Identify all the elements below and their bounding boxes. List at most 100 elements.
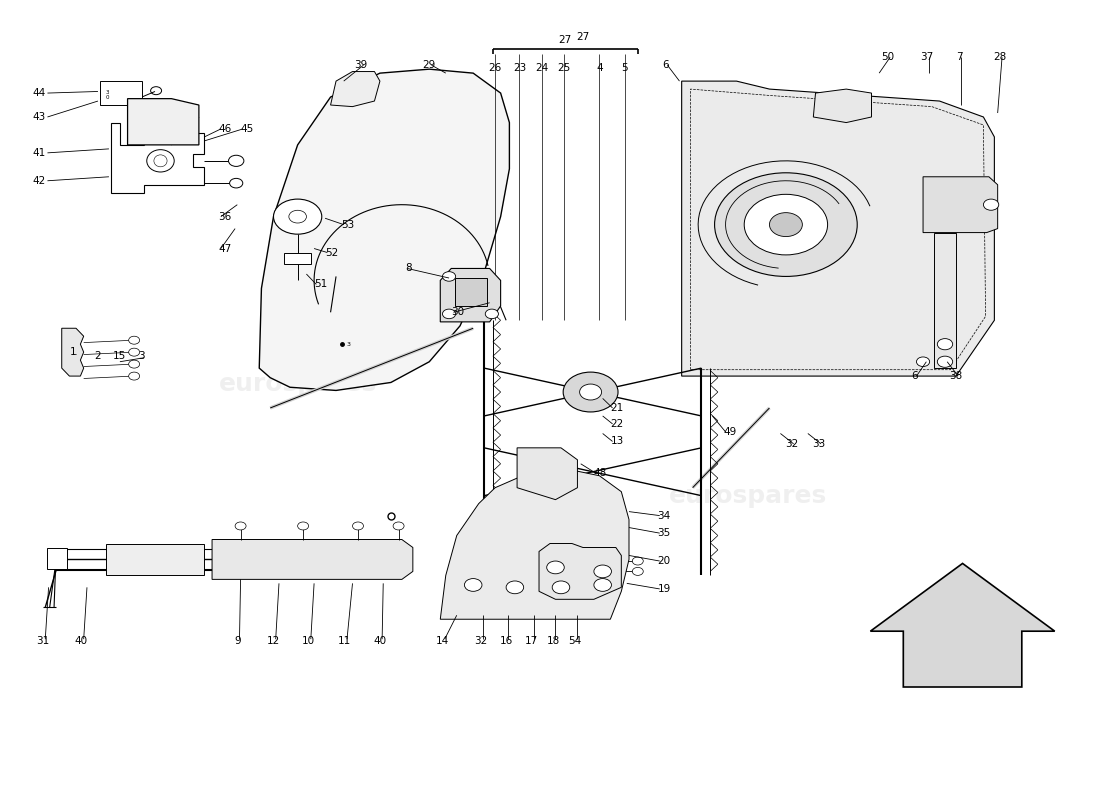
Text: 27: 27 [576, 32, 590, 42]
Text: 34: 34 [658, 510, 671, 521]
Text: 33: 33 [812, 439, 825, 449]
Text: 4: 4 [596, 62, 603, 73]
Circle shape [506, 581, 524, 594]
Polygon shape [260, 69, 509, 390]
Text: 40: 40 [373, 636, 386, 646]
Circle shape [937, 338, 953, 350]
Text: 38: 38 [949, 371, 962, 381]
Text: 49: 49 [724, 427, 737, 437]
Text: 26: 26 [488, 62, 502, 73]
Text: 37: 37 [920, 52, 933, 62]
Polygon shape [440, 269, 500, 322]
Polygon shape [682, 81, 994, 376]
Circle shape [916, 357, 930, 366]
Text: 27: 27 [559, 34, 572, 45]
Text: 39: 39 [354, 60, 367, 70]
Text: 11: 11 [338, 636, 351, 646]
Text: 51: 51 [315, 279, 328, 290]
Circle shape [547, 561, 564, 574]
Circle shape [563, 372, 618, 412]
Circle shape [129, 360, 140, 368]
Bar [47, 548, 67, 569]
Polygon shape [923, 177, 998, 233]
Text: 10: 10 [302, 636, 316, 646]
Ellipse shape [146, 150, 174, 172]
Polygon shape [440, 468, 629, 619]
Circle shape [352, 522, 363, 530]
Text: 17: 17 [525, 636, 538, 646]
Text: 19: 19 [658, 584, 671, 594]
Circle shape [464, 578, 482, 591]
Text: 31: 31 [36, 636, 50, 646]
Text: 43: 43 [32, 112, 45, 122]
Text: eurospares: eurospares [669, 484, 826, 508]
Text: 48: 48 [594, 468, 607, 478]
Polygon shape [111, 122, 205, 193]
Text: 32: 32 [474, 636, 487, 646]
Text: 7: 7 [956, 52, 962, 62]
Text: 21: 21 [610, 403, 624, 413]
Text: 24: 24 [536, 62, 549, 73]
Text: 32: 32 [784, 439, 798, 449]
Text: 53: 53 [341, 220, 355, 230]
Text: 41: 41 [32, 148, 45, 158]
Polygon shape [813, 89, 871, 122]
Text: 3: 3 [346, 342, 351, 346]
Circle shape [632, 567, 644, 575]
Bar [285, 253, 311, 265]
Circle shape [715, 173, 857, 277]
Text: 36: 36 [219, 212, 232, 222]
Text: 2: 2 [95, 351, 101, 361]
Circle shape [274, 199, 322, 234]
Text: 14: 14 [436, 636, 449, 646]
Text: 46: 46 [219, 124, 232, 134]
Circle shape [983, 199, 999, 210]
Circle shape [442, 309, 455, 318]
Circle shape [230, 178, 243, 188]
Text: 6: 6 [911, 371, 917, 381]
Text: 54: 54 [569, 636, 582, 646]
Text: 6: 6 [662, 60, 669, 70]
Text: 12: 12 [267, 636, 280, 646]
Circle shape [485, 309, 498, 318]
Circle shape [442, 272, 455, 282]
Text: 52: 52 [326, 247, 339, 258]
Circle shape [769, 213, 802, 237]
Text: 40: 40 [75, 636, 88, 646]
Circle shape [552, 581, 570, 594]
Circle shape [129, 348, 140, 356]
Text: 44: 44 [32, 88, 45, 98]
Circle shape [129, 336, 140, 344]
Circle shape [594, 565, 612, 578]
Text: 35: 35 [658, 528, 671, 538]
Text: 13: 13 [610, 437, 624, 446]
Polygon shape [870, 563, 1055, 687]
Text: 47: 47 [219, 243, 232, 254]
Text: 16: 16 [499, 636, 513, 646]
Bar [100, 81, 142, 105]
Polygon shape [128, 98, 199, 145]
Text: 28: 28 [993, 52, 1007, 62]
Polygon shape [517, 448, 578, 500]
Polygon shape [106, 543, 205, 575]
Circle shape [129, 372, 140, 380]
Circle shape [298, 522, 309, 530]
Text: 5: 5 [621, 62, 628, 73]
Text: 0: 0 [106, 95, 109, 101]
Text: 20: 20 [658, 556, 671, 566]
Text: 8: 8 [405, 263, 411, 274]
Text: 1: 1 [69, 347, 76, 357]
Text: eurospares: eurospares [219, 372, 377, 396]
Circle shape [393, 522, 404, 530]
Text: 23: 23 [514, 62, 527, 73]
Text: 3: 3 [139, 351, 145, 361]
Text: 3: 3 [106, 90, 109, 95]
Circle shape [745, 194, 827, 255]
Text: 50: 50 [881, 52, 894, 62]
Circle shape [229, 155, 244, 166]
Circle shape [632, 557, 644, 565]
Text: 45: 45 [241, 124, 254, 134]
Polygon shape [539, 543, 622, 599]
Text: 42: 42 [32, 176, 45, 186]
Circle shape [594, 578, 612, 591]
